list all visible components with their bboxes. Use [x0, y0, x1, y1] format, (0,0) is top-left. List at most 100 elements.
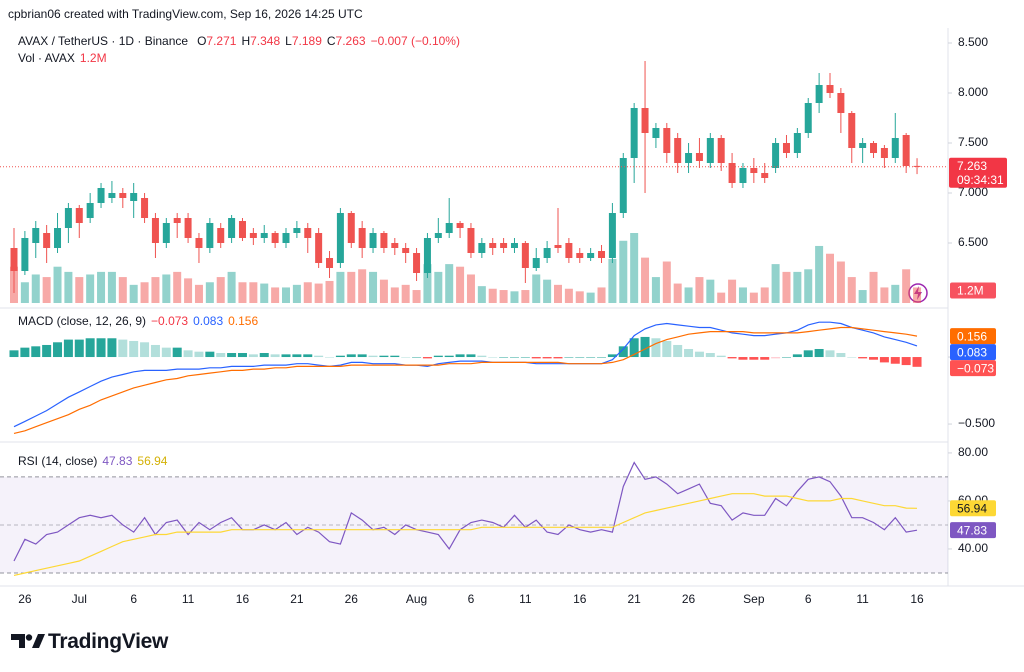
symbol[interactable]: AVAX / TetherUS · 1D · Binance: [18, 34, 189, 48]
histogram-bar: [303, 354, 313, 358]
histogram-bar: [281, 354, 291, 358]
candle-body: [750, 168, 758, 173]
hist-tag-bg: [950, 360, 996, 377]
volume-bar: [651, 277, 660, 303]
brand-logo: [11, 634, 45, 648]
histogram-bar: [792, 354, 802, 358]
histogram-bar: [716, 355, 726, 358]
countdown: 09:34:31: [957, 173, 1004, 187]
histogram-bar: [270, 354, 280, 358]
volume-bar: [216, 277, 225, 303]
x-tick-label: 11: [182, 592, 195, 606]
candle-body: [674, 138, 682, 163]
candle-body: [54, 228, 62, 248]
candle-body: [75, 208, 83, 223]
volume-value: 1.2M: [79, 51, 107, 65]
volume-bar: [445, 264, 454, 303]
histogram-bar: [259, 353, 269, 358]
x-tick-label: 6: [130, 592, 137, 606]
volume-bar: [913, 287, 922, 303]
candle-body: [728, 163, 736, 183]
macd-tag: 0.083: [957, 345, 987, 359]
x-tick-label: 11: [519, 592, 532, 606]
histogram-bar: [618, 346, 628, 358]
x-tick-label: 21: [290, 592, 304, 606]
histogram-bar: [836, 353, 846, 358]
signal-value: 0.156: [228, 314, 259, 328]
x-tick-label: Aug: [406, 592, 427, 606]
histogram-bar: [629, 338, 639, 358]
candle-body: [97, 188, 105, 203]
logo-t: [11, 634, 25, 648]
candle-body: [695, 153, 703, 161]
histogram-bar: [237, 353, 247, 358]
histogram-bar: [814, 348, 824, 358]
volume-bar: [836, 261, 845, 303]
x-tick-label: 16: [573, 592, 587, 606]
x-tick-label: Sep: [743, 592, 765, 606]
histogram-bar: [412, 357, 422, 358]
volume-bar: [510, 291, 519, 303]
histogram-bar: [607, 354, 617, 358]
volume-bar: [20, 282, 29, 303]
volume-bar: [673, 283, 682, 303]
volume-bar: [880, 287, 889, 303]
volume-bar: [847, 277, 856, 303]
volume-bar: [369, 271, 378, 303]
histogram-bar: [542, 357, 552, 359]
change: −0.007 (−0.10%): [370, 34, 460, 48]
candle-body: [151, 218, 159, 243]
volume-bar: [869, 271, 878, 303]
candle-body: [347, 213, 355, 243]
macd-title: MACD (close, 12, 26, 9): [18, 314, 147, 328]
candle-body: [902, 135, 910, 166]
histogram-bar: [509, 357, 519, 358]
candle-body: [826, 85, 834, 93]
rsi-tag: 47.83: [957, 523, 987, 537]
volume-bar: [749, 292, 758, 303]
candle-body: [587, 253, 595, 258]
candle-body: [217, 228, 225, 243]
volume-bar: [86, 274, 95, 303]
candle-body: [532, 258, 540, 268]
histogram-bar: [183, 350, 193, 358]
candle-body: [543, 248, 551, 258]
histogram-bar: [172, 347, 182, 358]
histogram-bar: [575, 357, 585, 358]
volume-bar: [238, 282, 247, 303]
x-tick-label: 6: [805, 592, 812, 606]
histogram-bar: [771, 357, 781, 359]
candle-body: [64, 208, 72, 228]
rsi-legend: RSI (14, close) 47.83 56.94: [18, 454, 167, 468]
y-tick-label: 7.000: [958, 185, 988, 199]
histogram-bar: [455, 354, 465, 358]
histogram-bar: [74, 339, 84, 358]
candle-body: [173, 218, 181, 223]
candle-body: [249, 233, 257, 238]
candle-body: [489, 243, 497, 248]
histogram-bar: [901, 357, 911, 366]
volume-bar: [597, 287, 606, 303]
volume-bar: [390, 287, 399, 303]
candle-body: [456, 223, 464, 228]
ohlc-value: 7.348: [250, 34, 281, 48]
volume-tag-bg: [950, 282, 996, 299]
y-tick-label: 80.00: [958, 445, 988, 459]
histogram-bar: [194, 351, 204, 358]
candle-body: [685, 153, 693, 163]
y-tick-label: 8.500: [958, 35, 988, 49]
x-tick-label: 26: [345, 592, 359, 606]
volume-bar: [358, 269, 367, 303]
histogram-bar: [531, 357, 541, 359]
candle-body: [782, 143, 790, 153]
histogram-bar: [401, 357, 411, 358]
signal-tag-bg: [950, 328, 996, 345]
credit: cpbrian06 created with TradingView.com, …: [8, 7, 363, 21]
volume-bar: [641, 257, 650, 303]
y-tick-label: −0.500: [958, 416, 995, 430]
candle-body: [228, 218, 236, 238]
histogram-bar: [444, 355, 454, 358]
candle-body: [86, 203, 94, 218]
